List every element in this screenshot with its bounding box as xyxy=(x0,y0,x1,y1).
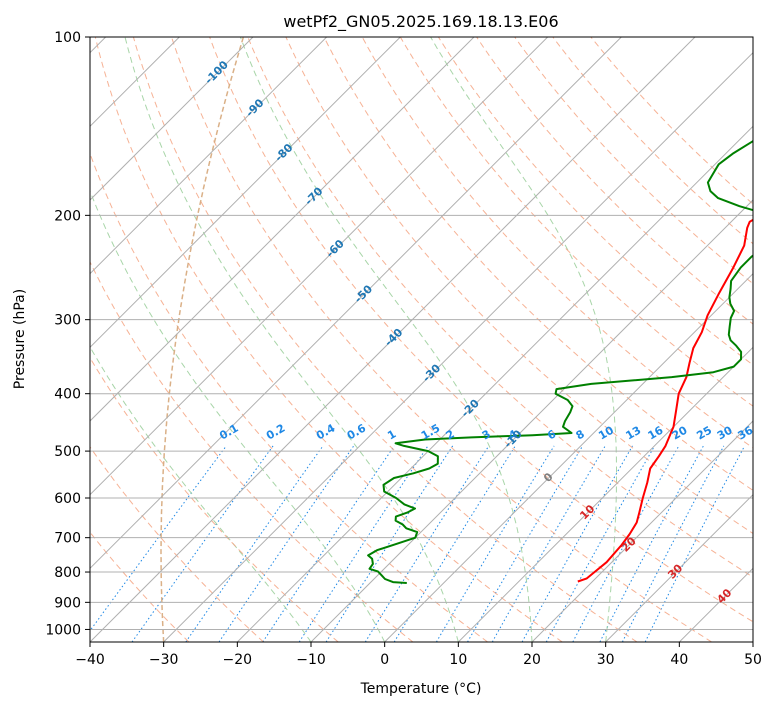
isotherm-line xyxy=(605,493,753,642)
temperature-line xyxy=(577,218,753,583)
mixing-ratio-lines xyxy=(90,445,746,642)
y-tick-label: 300 xyxy=(54,313,81,329)
y-axis: 1000 900 800 700 600 500 400 300 200 100 xyxy=(45,30,90,638)
isotherm-line xyxy=(90,37,622,570)
y-axis-title: Pressure (hPa) xyxy=(12,289,28,389)
x-tick-label: 0 xyxy=(380,652,389,668)
y-tick-label: 100 xyxy=(54,30,81,46)
dry-adiabat-line xyxy=(476,37,753,325)
mixing-ratio-line xyxy=(572,445,680,642)
x-tick-label: 20 xyxy=(523,652,541,668)
isotherm-line xyxy=(90,37,475,422)
mixing-ratio-line xyxy=(262,445,395,642)
dry-adiabat-line xyxy=(399,37,753,407)
mixing-ratio-line xyxy=(545,445,656,642)
mixing-ratio-label: 36 xyxy=(736,423,756,442)
dry-adiabat-line xyxy=(323,37,753,491)
isotherm-line xyxy=(310,199,753,642)
dry-adiabat-line xyxy=(90,446,264,642)
y-tick-label: 200 xyxy=(54,208,81,224)
isotherm-line xyxy=(163,51,753,642)
isotherm-line xyxy=(90,37,254,201)
mixing-ratio-line xyxy=(467,445,584,642)
dry-adiabat-line xyxy=(247,37,753,578)
y-tick-label: 700 xyxy=(54,531,81,547)
dry-adiabat-line xyxy=(94,37,563,642)
isotherm-line xyxy=(531,420,753,642)
y-tick-label: 900 xyxy=(54,595,81,611)
isotherm-line xyxy=(90,37,328,275)
dry-adiabat-line xyxy=(209,37,753,623)
chart-title: wetPf2_GN05.2025.169.18.13.E06 xyxy=(283,12,558,32)
y-tick-label: 500 xyxy=(54,444,81,460)
y-tick-label: 1000 xyxy=(45,622,81,638)
isotherm-line xyxy=(90,37,549,496)
x-tick-label: 40 xyxy=(670,652,688,668)
y-tick-label: 800 xyxy=(54,565,81,581)
x-tick-label: −30 xyxy=(149,652,179,668)
dewpoint-line xyxy=(367,139,753,584)
mixing-ratio-line xyxy=(521,445,633,642)
isotherm-line xyxy=(236,125,753,642)
dry-adiabat-line xyxy=(90,260,414,642)
isotherm-line xyxy=(90,37,696,642)
x-axis-title: Temperature (°C) xyxy=(360,681,482,697)
moist-adiabat-line xyxy=(239,37,533,642)
x-tick-label: 10 xyxy=(449,652,467,668)
x-tick-label: 30 xyxy=(597,652,615,668)
isotherm-line xyxy=(90,37,401,349)
mixing-ratio-line xyxy=(131,445,274,642)
x-tick-label: −20 xyxy=(223,652,253,668)
x-tick-label: −10 xyxy=(296,652,326,668)
wetbulb-potential-line xyxy=(160,37,245,642)
mixing-ratio-line xyxy=(364,445,490,642)
moist-adiabat-line xyxy=(90,189,386,642)
mixing-ratio-line xyxy=(599,445,704,642)
mixing-ratio-line xyxy=(491,445,606,642)
mixing-ratio-line xyxy=(325,445,454,642)
isotherm-line xyxy=(384,272,753,642)
x-axis: −40 −30 −20 −10 0 10 20 30 40 50 xyxy=(75,642,762,668)
mixing-ratio-line xyxy=(298,445,429,642)
isotherm-line xyxy=(457,346,753,642)
wetbulb-potential-curves xyxy=(160,37,245,642)
plot-frame xyxy=(89,36,754,643)
y-tick-label: 400 xyxy=(54,387,81,403)
x-tick-label: −40 xyxy=(75,652,105,668)
dry-adiabat-line xyxy=(132,37,638,642)
moist-adiabat-line xyxy=(124,37,459,642)
x-tick-label: 50 xyxy=(744,652,762,668)
y-tick-label: 600 xyxy=(54,491,81,507)
sounding-series xyxy=(367,139,753,584)
moist-adiabat-line xyxy=(430,37,617,642)
dry-adiabat-line xyxy=(514,37,753,285)
mixing-ratio-line xyxy=(90,445,227,632)
